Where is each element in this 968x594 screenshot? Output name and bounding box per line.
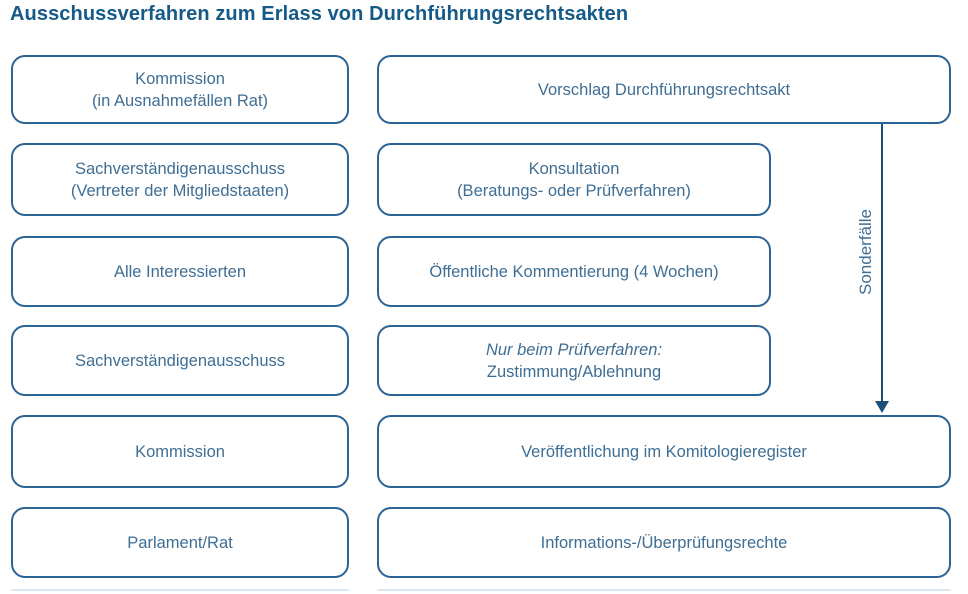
box-label: Öffentliche Kommentierung (4 Wochen): [429, 262, 719, 281]
box-label: Nur beim Prüfverfahren:: [485, 340, 663, 359]
box-sachverstaendigenausschuss: Sachverständigenausschuss: [11, 325, 349, 396]
box-parlament-rat: Parlament/Rat: [11, 507, 349, 578]
box-sublabel: (Beratungs- oder Prüfverfahren): [457, 181, 691, 200]
box-label: Informations-/Überprüfungsrechte: [540, 533, 788, 552]
box-sachverstaendigenausschuss-vertreter: Sachverständigenausschuss (Vertreter der…: [11, 143, 349, 216]
cropped-row-edge: [11, 589, 349, 591]
box-label: Kommission: [135, 69, 225, 88]
box-label: Konsultation: [528, 159, 620, 178]
box-label: Vorschlag Durchführungsrechtsakt: [537, 80, 791, 99]
box-informations-ueberpruefungsrechte: Informations-/Überprüfungsrechte: [377, 507, 951, 578]
page-title: Ausschussverfahren zum Erlass von Durchf…: [10, 3, 629, 25]
box-label: Parlament/Rat: [127, 533, 233, 552]
box-veroeffentlichung-komitologieregister: Veröffentlichung im Komitologieregister: [377, 415, 951, 488]
box-vorschlag-durchfuehrungsrechtsakt: Vorschlag Durchführungsrechtsakt: [377, 55, 951, 124]
box-label: Sachverständigenausschuss: [74, 351, 286, 370]
cropped-row-edge: [377, 589, 951, 591]
box-oeffentliche-kommentierung: Öffentliche Kommentierung (4 Wochen): [377, 236, 771, 307]
box-label: Veröffentlichung im Komitologieregister: [521, 442, 807, 461]
box-label: Sachverständigenausschuss: [74, 159, 286, 178]
box-kommission: Kommission: [11, 415, 349, 488]
box-sublabel: (in Ausnahmefällen Rat): [91, 91, 269, 110]
box-sublabel: Zustimmung/Ablehnung: [486, 362, 662, 381]
box-alle-interessierten: Alle Interessierten: [11, 236, 349, 307]
arrow-down-icon: [875, 401, 889, 413]
arrow-label: Sonderfälle: [856, 208, 875, 296]
box-label: Alle Interessierten: [113, 262, 247, 281]
box-label: Kommission: [135, 442, 225, 461]
box-pruefverfahren-zustimmung: Nur beim Prüfverfahren: Zustimmung/Ableh…: [377, 325, 771, 396]
box-sublabel: (Vertreter der Mitgliedstaaten): [70, 181, 290, 200]
box-konsultation: Konsultation (Beratungs- oder Prüfverfah…: [377, 143, 771, 216]
box-kommission-ausnahmefaellen-rat: Kommission (in Ausnahmefällen Rat): [11, 55, 349, 124]
arrow-line: [881, 124, 883, 402]
